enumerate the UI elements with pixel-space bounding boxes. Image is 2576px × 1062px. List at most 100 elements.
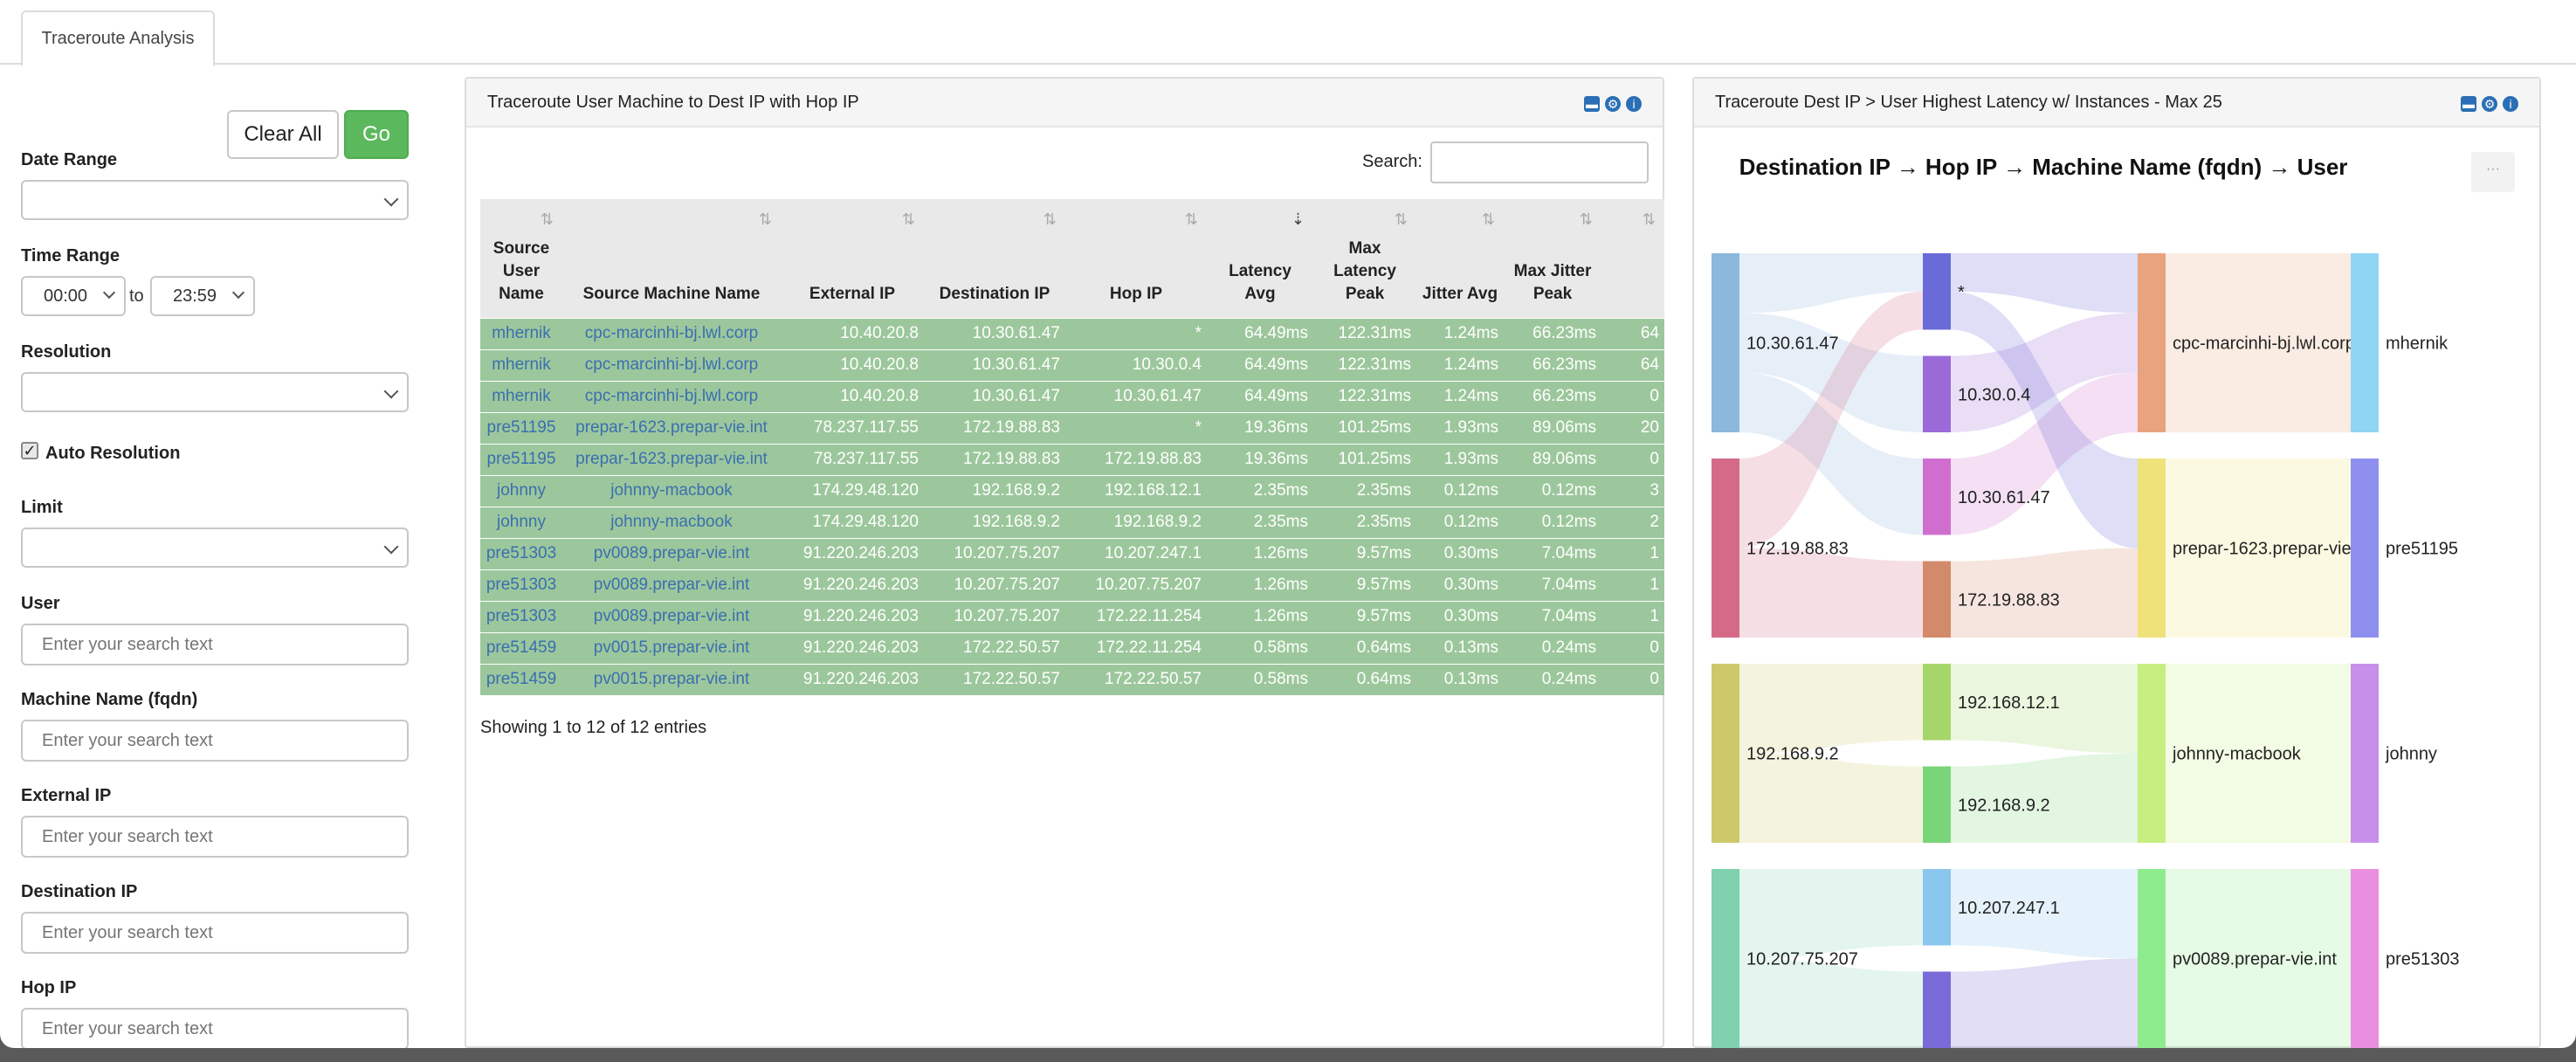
machine-name-input[interactable] (21, 720, 409, 762)
machine-link[interactable]: cpc-marcinhi-bj.lwl.corp (562, 348, 781, 381)
sankey-link[interactable] (1739, 664, 1923, 754)
machine-link[interactable]: pv0089.prepar-vie.int (562, 600, 781, 632)
table-row[interactable]: pre51195 prepar-1623.prepar-vie.int 78.237… (480, 411, 1664, 444)
sankey-link[interactable] (1951, 753, 2138, 844)
user-link[interactable]: mhernik (480, 380, 562, 412)
user-link[interactable]: johnny (480, 474, 562, 507)
auto-resolution-checkbox[interactable]: ✓ (21, 442, 38, 459)
machine-link[interactable]: pv0015.prepar-vie.int (562, 663, 781, 695)
sankey-link[interactable] (2166, 664, 2351, 843)
sankey-node[interactable] (1923, 766, 1951, 844)
search-input[interactable] (1430, 141, 1649, 183)
tab-traceroute-analysis[interactable]: Traceroute Analysis (21, 10, 215, 66)
sankey-link[interactable] (1739, 291, 1923, 548)
table-row[interactable]: mhernik cpc-marcinhi-bj.lwl.corp 10.40.20.… (480, 317, 1664, 349)
column-header[interactable]: Latency Avg ⇣ (1207, 199, 1313, 318)
machine-link[interactable]: cpc-marcinhi-bj.lwl.corp (562, 380, 781, 412)
table-row[interactable]: johnny johnny-macbook 174.29.48.120 192.168… (480, 506, 1664, 538)
sankey-node[interactable] (1712, 459, 1739, 638)
sankey-link[interactable] (1739, 313, 1923, 432)
external-ip-input[interactable] (21, 816, 409, 858)
column-header[interactable]: Destination IP ⇅ (924, 199, 1065, 318)
sankey-node[interactable] (2351, 459, 2379, 638)
machine-link[interactable]: pv0089.prepar-vie.int (562, 537, 781, 569)
machine-link[interactable]: johnny-macbook (562, 474, 781, 507)
table-row[interactable]: pre51459 pv0015.prepar-vie.int 91.220.246.… (480, 631, 1664, 664)
gear-icon[interactable]: ⚙ (2482, 96, 2497, 112)
sankey-node[interactable] (1923, 664, 1951, 741)
chart-menu-button[interactable]: ··· (2471, 152, 2515, 192)
info-icon[interactable]: i (1626, 96, 1642, 112)
user-link[interactable]: pre51303 (480, 600, 562, 632)
sankey-node[interactable] (2138, 459, 2166, 638)
table-row[interactable]: mhernik cpc-marcinhi-bj.lwl.corp 10.40.20.… (480, 348, 1664, 381)
sankey-node[interactable] (1923, 971, 1951, 1049)
sankey-link[interactable] (1739, 958, 1923, 1049)
machine-link[interactable]: prepar-1623.prepar-vie.int (562, 443, 781, 475)
sankey-link[interactable] (1739, 869, 1923, 959)
sankey-link[interactable] (2166, 253, 2351, 432)
column-header[interactable]: External IP ⇅ (781, 199, 924, 318)
column-header[interactable]: ⇅ (1601, 199, 1664, 318)
column-header[interactable]: Source Machine Name ⇅ (562, 199, 781, 318)
sankey-link[interactable] (1951, 958, 2138, 1049)
sankey-node[interactable] (1923, 355, 1951, 433)
sankey-link[interactable] (1739, 548, 1923, 638)
sankey-node[interactable] (1923, 253, 1951, 330)
sankey-node[interactable] (1712, 664, 1739, 843)
hop-ip-input[interactable] (21, 1008, 409, 1048)
sankey-link[interactable] (1951, 253, 2138, 314)
sankey-link[interactable] (1951, 291, 2138, 548)
column-header[interactable]: Jitter Avg ⇅ (1416, 199, 1504, 318)
limit-select[interactable] (21, 528, 409, 568)
user-link[interactable]: johnny (480, 506, 562, 538)
trash-icon[interactable]: ▬ (1584, 96, 1600, 112)
user-link[interactable]: pre51303 (480, 537, 562, 569)
sankey-link[interactable] (1951, 664, 2138, 754)
table-row[interactable]: pre51459 pv0015.prepar-vie.int 91.220.246.… (480, 663, 1664, 695)
sankey-link[interactable] (2166, 459, 2351, 638)
machine-link[interactable]: prepar-1623.prepar-vie.int (562, 411, 781, 444)
table-row[interactable]: pre51303 pv0089.prepar-vie.int 91.220.246.… (480, 569, 1664, 601)
user-input[interactable] (21, 624, 409, 665)
gear-icon[interactable]: ⚙ (1605, 96, 1621, 112)
column-header[interactable]: Hop IP ⇅ (1065, 199, 1207, 318)
sankey-node[interactable] (2138, 664, 2166, 843)
sankey-node[interactable] (1923, 561, 1951, 638)
user-link[interactable]: mhernik (480, 348, 562, 381)
table-row[interactable]: johnny johnny-macbook 174.29.48.120 192.168… (480, 474, 1664, 507)
sankey-link[interactable] (1739, 372, 1923, 535)
sankey-link[interactable] (1951, 372, 2138, 535)
sankey-link[interactable] (1739, 253, 1923, 314)
destination-ip-input[interactable] (21, 912, 409, 954)
sankey-node[interactable] (2351, 664, 2379, 843)
sankey-link[interactable] (1951, 869, 2138, 959)
trash-icon[interactable]: ▬ (2461, 96, 2476, 112)
column-header[interactable]: Max Latency Peak ⇅ (1313, 199, 1416, 318)
user-link[interactable]: pre51195 (480, 411, 562, 444)
sankey-link[interactable] (2166, 869, 2351, 1048)
machine-link[interactable]: cpc-marcinhi-bj.lwl.corp (562, 317, 781, 349)
table-row[interactable]: pre51303 pv0089.prepar-vie.int 91.220.246.… (480, 537, 1664, 569)
sankey-link[interactable] (1951, 313, 2138, 432)
user-link[interactable]: pre51459 (480, 663, 562, 695)
column-header[interactable]: Source User Name ⇅ (480, 199, 562, 318)
sankey-node[interactable] (1923, 459, 1951, 535)
machine-link[interactable]: johnny-macbook (562, 506, 781, 538)
sankey-node[interactable] (2351, 869, 2379, 1048)
user-link[interactable]: pre51195 (480, 443, 562, 475)
machine-link[interactable]: pv0015.prepar-vie.int (562, 631, 781, 664)
resolution-select[interactable] (21, 372, 409, 412)
info-icon[interactable]: i (2503, 96, 2518, 112)
sankey-node[interactable] (2138, 253, 2166, 432)
clear-all-button[interactable]: Clear All (227, 110, 339, 159)
user-link[interactable]: mhernik (480, 317, 562, 349)
table-row[interactable]: pre51303 pv0089.prepar-vie.int 91.220.246.… (480, 600, 1664, 632)
machine-link[interactable]: pv0089.prepar-vie.int (562, 569, 781, 601)
date-range-select[interactable] (21, 180, 409, 220)
user-link[interactable]: pre51303 (480, 569, 562, 601)
time-from-select[interactable]: 00:00 (21, 276, 126, 316)
user-link[interactable]: pre51459 (480, 631, 562, 664)
table-row[interactable]: mhernik cpc-marcinhi-bj.lwl.corp 10.40.20.… (480, 380, 1664, 412)
sankey-node[interactable] (2351, 253, 2379, 432)
